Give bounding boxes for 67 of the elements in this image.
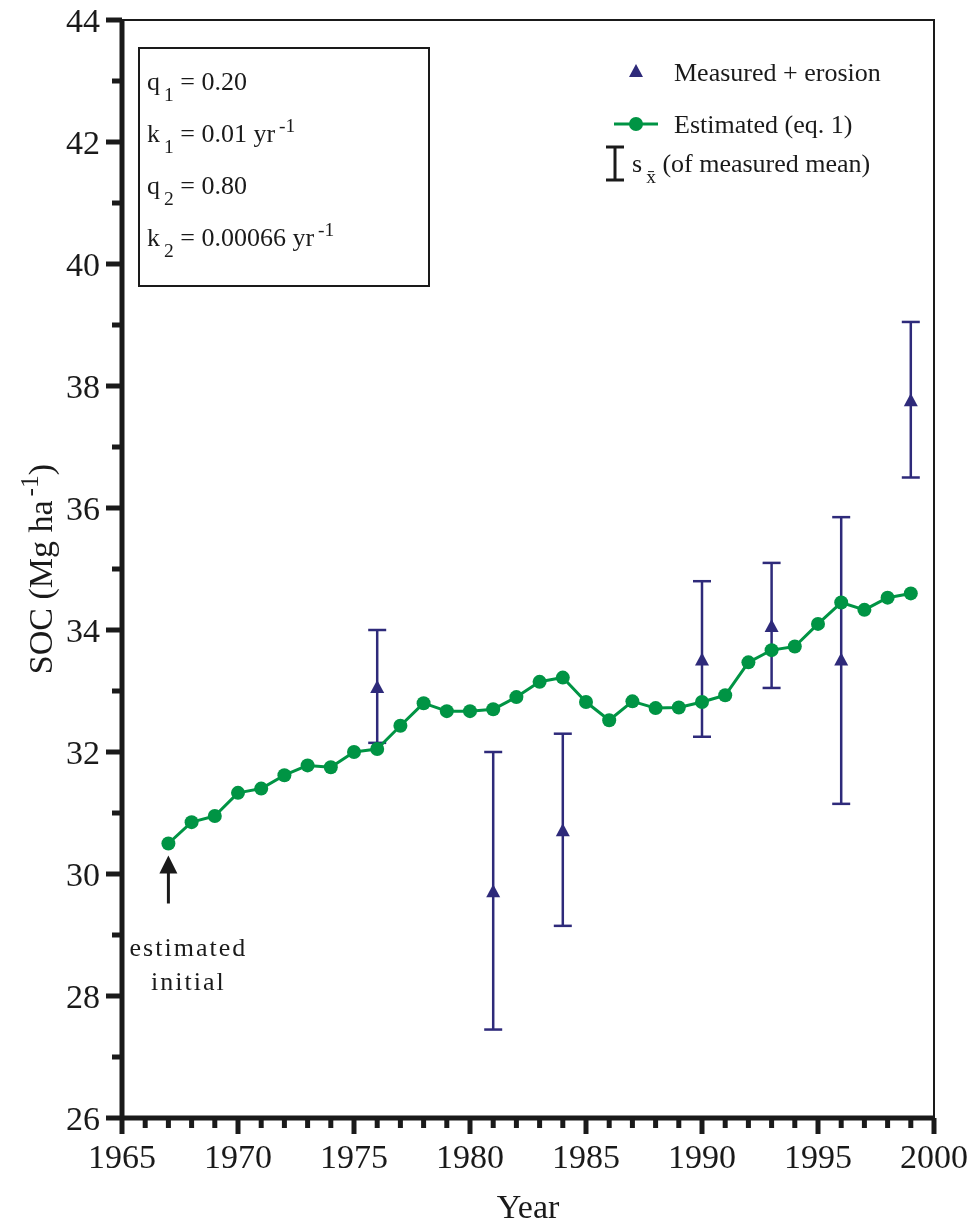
- x-tick-label: 1970: [204, 1138, 272, 1175]
- point: [231, 785, 245, 800]
- point: [695, 652, 709, 666]
- point: [347, 745, 361, 759]
- point: [857, 602, 872, 617]
- point: [834, 652, 849, 666]
- point: [671, 700, 686, 715]
- point: [555, 823, 570, 837]
- point: [486, 702, 501, 717]
- point: [555, 670, 570, 685]
- y-tick-label: 34: [66, 611, 100, 649]
- point: [532, 674, 547, 689]
- point: [834, 595, 849, 610]
- point: [463, 704, 477, 719]
- point: [718, 688, 733, 703]
- point: [903, 586, 918, 601]
- annotation: s$_{x̄}$ (of measured mean): [632, 149, 871, 187]
- x-tick-label: 1965: [88, 1138, 156, 1175]
- point: [254, 781, 269, 796]
- point: [602, 713, 617, 728]
- y-tick-label: 42: [66, 123, 100, 161]
- y-tick-label: 40: [66, 245, 100, 283]
- point: [811, 616, 825, 631]
- point: [695, 694, 709, 709]
- y-tick-label: 28: [66, 977, 100, 1015]
- point: [184, 815, 199, 830]
- x-tick-label: 2000: [900, 1138, 968, 1175]
- point: [509, 690, 524, 705]
- x-tick-label: 1995: [784, 1138, 852, 1175]
- point: [370, 741, 385, 756]
- point: [370, 679, 385, 693]
- annotation: k$_{2}$ = 0.00066 yr$^{-1}$: [147, 218, 335, 261]
- point: [741, 655, 756, 670]
- annotation: estimated initial: [129, 932, 248, 996]
- point: [323, 760, 338, 775]
- x-tick-label: 1990: [668, 1138, 736, 1175]
- legend-label: Estimated (eq. 1): [674, 110, 853, 140]
- point: [903, 393, 918, 407]
- annotation: q$_{1}$ = 0.20: [147, 67, 247, 105]
- point: [880, 590, 895, 605]
- annotation: k$_{1}$ = 0.01 yr$^{-1}$: [147, 114, 296, 157]
- point: [648, 701, 663, 716]
- y-tick-label: 30: [66, 855, 100, 893]
- point: [416, 696, 431, 711]
- point: [787, 639, 802, 654]
- point: [207, 809, 222, 824]
- x-tick-label: 1980: [436, 1138, 504, 1175]
- annotation: q$_{2}$ = 0.80: [147, 171, 247, 209]
- x-axis-title: Year: [496, 1188, 560, 1225]
- y-tick-label: 38: [66, 367, 100, 405]
- x-tick-label: 1985: [552, 1138, 620, 1175]
- point: [393, 718, 408, 733]
- point: [579, 694, 593, 709]
- x-tick-label: 1975: [320, 1138, 388, 1175]
- y-tick-label: 26: [66, 1099, 100, 1137]
- point: [486, 884, 501, 898]
- legend-label: Measured + erosion: [674, 58, 881, 88]
- point: [439, 704, 454, 719]
- point: [277, 768, 292, 783]
- point: [764, 618, 779, 632]
- point: [625, 694, 640, 709]
- point: [161, 836, 176, 851]
- point: [764, 643, 779, 658]
- point: [300, 758, 315, 773]
- y-tick-label: 36: [66, 489, 100, 527]
- y-tick-label: 32: [66, 733, 100, 771]
- y-tick-label: 44: [66, 1, 100, 39]
